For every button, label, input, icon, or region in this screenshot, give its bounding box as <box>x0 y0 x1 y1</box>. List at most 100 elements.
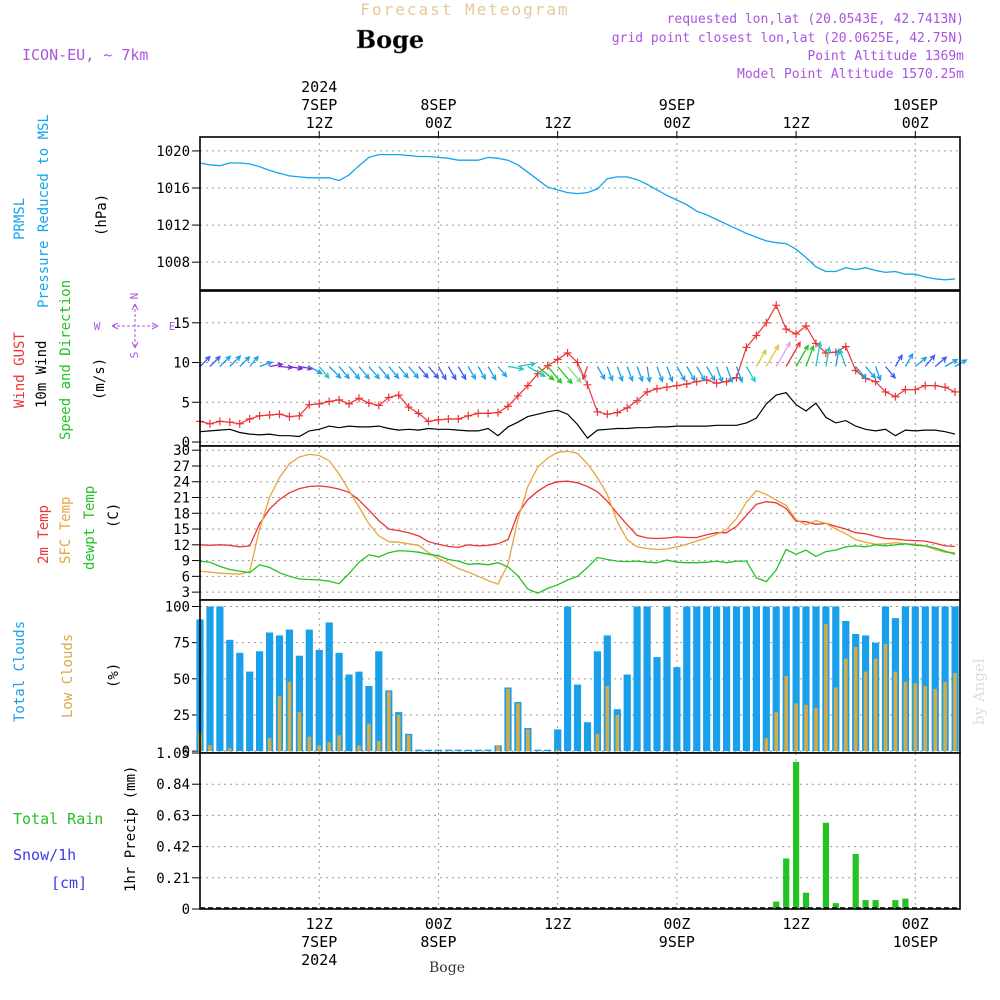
precip-ytick-label: 0.63 <box>156 808 190 824</box>
bottom-time-label: 00Z <box>663 915 690 933</box>
wind-direction-arrow <box>785 341 801 367</box>
gust-marker <box>523 381 532 390</box>
low-cloud-bar <box>605 686 610 752</box>
bottom-time-label: 00Z <box>425 915 452 933</box>
low-cloud-bar <box>526 729 530 752</box>
low-cloud-bar <box>387 691 391 752</box>
low-cloud-bar <box>357 745 361 752</box>
precip-unit: 1hr Precip (mm) <box>123 766 139 892</box>
total-cloud-bar <box>554 729 562 752</box>
gust-marker <box>921 381 930 390</box>
low-cloud-bar <box>923 686 927 752</box>
wind-direction-arrow <box>616 366 624 383</box>
low-cloud-bar <box>774 712 778 752</box>
precip-panel: 0 0.21 0.42 0.63 0.84 1.05 <box>156 746 961 918</box>
gust-marker <box>225 418 234 427</box>
gust-marker <box>652 384 661 393</box>
gust-marker <box>215 417 224 426</box>
top-time-label: 00Z <box>663 114 690 132</box>
gust-marker <box>384 393 393 402</box>
total-cloud-bar <box>325 622 333 752</box>
top-time-label: 8SEP <box>420 96 456 114</box>
total-cloud-bar <box>941 606 949 752</box>
wind-direction-arrow <box>874 366 882 382</box>
wind-direction-arrow <box>646 366 652 384</box>
total-cloud-bar <box>723 606 731 752</box>
low-cloud-bar <box>555 749 560 752</box>
gust-marker <box>335 395 344 404</box>
wind-direction-arrow <box>676 366 686 382</box>
total-cloud-bar <box>732 606 741 752</box>
wind-direction-arrow <box>338 366 350 380</box>
wind-direction-arrow <box>745 366 756 383</box>
compass-east: E <box>169 320 176 333</box>
compass-north: N <box>128 293 141 300</box>
low-cloud-bar <box>814 707 818 752</box>
model-altitude: Model Point Altitude 1570.25m <box>737 67 964 82</box>
precip-ytick-label: 0.84 <box>156 777 190 793</box>
wind-direction-arrow <box>378 366 391 380</box>
point-altitude: Point Altitude 1369m <box>807 49 964 64</box>
low-cloud-bar <box>893 671 898 752</box>
total-cloud-bar <box>663 606 671 752</box>
wind-direction-arrow <box>239 355 251 367</box>
total-cloud-bar <box>206 606 214 752</box>
bottom-time-label: 12Z <box>783 915 810 933</box>
low-cloud-bar <box>406 735 411 752</box>
temperature-ytick-label: 15 <box>173 522 190 538</box>
gust-marker <box>424 417 433 426</box>
precip-plot-area <box>200 753 960 909</box>
wind-direction-arrow <box>815 340 823 367</box>
gust-marker <box>941 383 950 392</box>
grid-coords: grid point closest lon,lat (20.0625E, 42… <box>612 31 964 46</box>
wind-direction-arrow <box>219 355 232 367</box>
wind-ytick-label: 15 <box>173 316 190 332</box>
gust-marker <box>672 381 681 390</box>
wind-direction-arrow <box>626 366 634 383</box>
rain-bar <box>802 892 810 909</box>
gust-marker <box>901 385 910 394</box>
rain-bar <box>832 903 839 909</box>
wind-direction-arrow <box>666 366 674 383</box>
gust-marker <box>613 408 622 417</box>
total-cloud-bar <box>484 749 492 752</box>
low-cloud-bar <box>595 733 600 752</box>
temp-unit: (C) <box>106 503 122 528</box>
low-cloud-bar <box>307 736 312 752</box>
total-cloud-bar <box>653 657 661 752</box>
bottom-time-label: 9SEP <box>659 933 695 951</box>
wind-speed-line <box>199 392 956 439</box>
gust-marker <box>543 361 552 370</box>
wind-direction-arrow <box>755 348 767 367</box>
gust-marker <box>911 385 920 394</box>
wind-direction-arrow <box>696 366 706 382</box>
rain-bar <box>862 900 869 909</box>
gust-marker <box>295 411 304 420</box>
wind-direction-arrow <box>348 366 361 380</box>
total-cloud-bar <box>742 606 750 752</box>
top-time-label: 12Z <box>544 114 571 132</box>
low-cloud-bar <box>933 688 937 752</box>
cloud-unit: (%) <box>106 663 122 688</box>
gust-marker <box>305 400 314 409</box>
total-cloud-bar <box>295 655 303 752</box>
wind-label-gust: Wind GUST <box>12 332 28 408</box>
total-cloud-bar <box>931 606 939 752</box>
top-time-label: 2024 <box>301 78 337 96</box>
total-cloud-bar <box>792 606 800 752</box>
top-time-label: 00Z <box>902 114 929 132</box>
gust-marker <box>503 402 512 411</box>
total-cloud-bar <box>216 606 224 752</box>
rain-bar <box>852 854 859 909</box>
wind-direction-arrow <box>557 366 573 385</box>
gust-marker <box>752 331 761 340</box>
precip-ytick-label: 0 <box>182 902 190 918</box>
total-cloud-bar <box>812 606 820 752</box>
rain-bar <box>892 900 899 909</box>
wind-direction-arrow <box>795 344 809 367</box>
clouds-ytick-label: 100 <box>165 600 190 616</box>
low-cloud-bar <box>824 623 828 752</box>
wind-direction-arrow <box>418 366 429 379</box>
gust-marker <box>315 399 324 408</box>
low-cloud-bar <box>764 738 769 752</box>
